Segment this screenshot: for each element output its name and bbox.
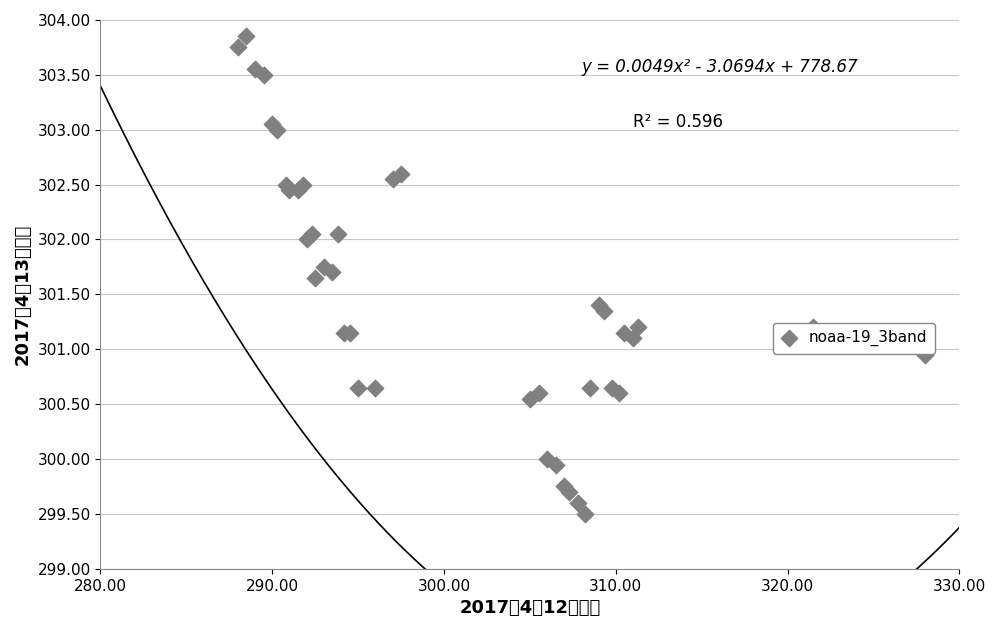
- Y-axis label: 2017年4月13号影像: 2017年4月13号影像: [14, 224, 32, 365]
- noaa-19_3band: [556, 481, 572, 492]
- noaa-19_3band: [269, 125, 285, 135]
- noaa-19_3band: [316, 262, 332, 272]
- Legend: noaa-19_3band: noaa-19_3band: [773, 322, 935, 354]
- noaa-19_3band: [591, 300, 607, 310]
- noaa-19_3band: [917, 350, 933, 360]
- noaa-19_3band: [616, 327, 632, 338]
- noaa-19_3band: [307, 273, 323, 283]
- noaa-19_3band: [367, 382, 383, 392]
- noaa-19_3band: [570, 498, 586, 508]
- noaa-19_3band: [295, 180, 311, 190]
- noaa-19_3band: [256, 70, 272, 80]
- noaa-19_3band: [596, 306, 612, 316]
- noaa-19_3band: [336, 327, 352, 338]
- noaa-19_3band: [805, 322, 821, 333]
- noaa-19_3band: [522, 394, 538, 404]
- noaa-19_3band: [539, 454, 555, 464]
- X-axis label: 2017年4月12号影像: 2017年4月12号影像: [459, 599, 601, 617]
- noaa-19_3band: [630, 322, 646, 333]
- Text: R² = 0.596: R² = 0.596: [633, 113, 723, 131]
- noaa-19_3band: [342, 327, 358, 338]
- noaa-19_3band: [625, 333, 641, 343]
- noaa-19_3band: [304, 229, 320, 239]
- noaa-19_3band: [324, 268, 340, 278]
- noaa-19_3band: [278, 180, 294, 190]
- noaa-19_3band: [561, 487, 577, 497]
- noaa-19_3band: [281, 185, 297, 195]
- noaa-19_3band: [230, 42, 246, 52]
- Text: y = 0.0049x² - 3.0694x + 778.67: y = 0.0049x² - 3.0694x + 778.67: [581, 58, 858, 76]
- noaa-19_3band: [531, 388, 547, 398]
- noaa-19_3band: [797, 327, 813, 338]
- noaa-19_3band: [577, 509, 593, 519]
- noaa-19_3band: [604, 382, 620, 392]
- noaa-19_3band: [264, 119, 280, 129]
- noaa-19_3band: [247, 64, 263, 74]
- noaa-19_3band: [548, 459, 564, 469]
- noaa-19_3band: [385, 174, 401, 184]
- noaa-19_3band: [350, 382, 366, 392]
- noaa-19_3band: [611, 388, 627, 398]
- noaa-19_3band: [393, 168, 409, 179]
- noaa-19_3band: [582, 382, 598, 392]
- noaa-19_3band: [238, 32, 254, 42]
- noaa-19_3band: [330, 229, 346, 239]
- noaa-19_3band: [290, 185, 306, 195]
- noaa-19_3band: [299, 235, 315, 245]
